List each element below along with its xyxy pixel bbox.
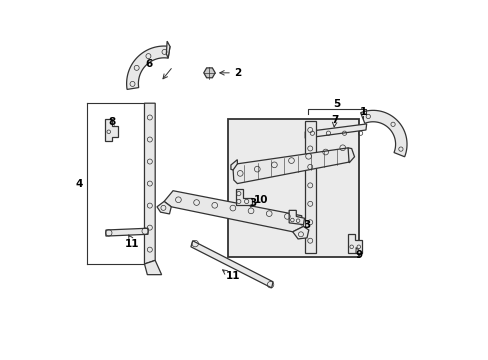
Polygon shape xyxy=(233,148,350,184)
Text: 4: 4 xyxy=(76,179,83,189)
Bar xyxy=(228,119,358,257)
Polygon shape xyxy=(347,234,362,253)
Polygon shape xyxy=(157,202,171,214)
Text: 3: 3 xyxy=(248,198,256,208)
Text: 11: 11 xyxy=(124,239,139,249)
Polygon shape xyxy=(203,68,215,78)
Text: 6: 6 xyxy=(145,59,152,69)
Polygon shape xyxy=(360,111,406,157)
Polygon shape xyxy=(347,148,354,163)
Polygon shape xyxy=(144,103,155,264)
Polygon shape xyxy=(190,241,272,288)
Polygon shape xyxy=(305,124,366,138)
Polygon shape xyxy=(164,191,303,232)
Text: 3: 3 xyxy=(303,220,310,230)
Polygon shape xyxy=(288,210,304,225)
Text: 5: 5 xyxy=(332,99,340,109)
Text: 7: 7 xyxy=(330,115,338,125)
Polygon shape xyxy=(105,119,118,141)
Polygon shape xyxy=(230,159,237,170)
Text: 8: 8 xyxy=(108,117,116,127)
Polygon shape xyxy=(106,228,148,236)
Polygon shape xyxy=(144,260,162,275)
Text: 9: 9 xyxy=(354,250,362,260)
Text: 2: 2 xyxy=(233,68,241,78)
Polygon shape xyxy=(166,41,170,58)
Text: 10: 10 xyxy=(253,195,267,204)
Text: 1: 1 xyxy=(359,107,366,117)
Polygon shape xyxy=(126,46,170,89)
Polygon shape xyxy=(235,189,251,205)
Text: 11: 11 xyxy=(225,271,240,282)
Polygon shape xyxy=(292,226,308,239)
Polygon shape xyxy=(304,121,315,253)
